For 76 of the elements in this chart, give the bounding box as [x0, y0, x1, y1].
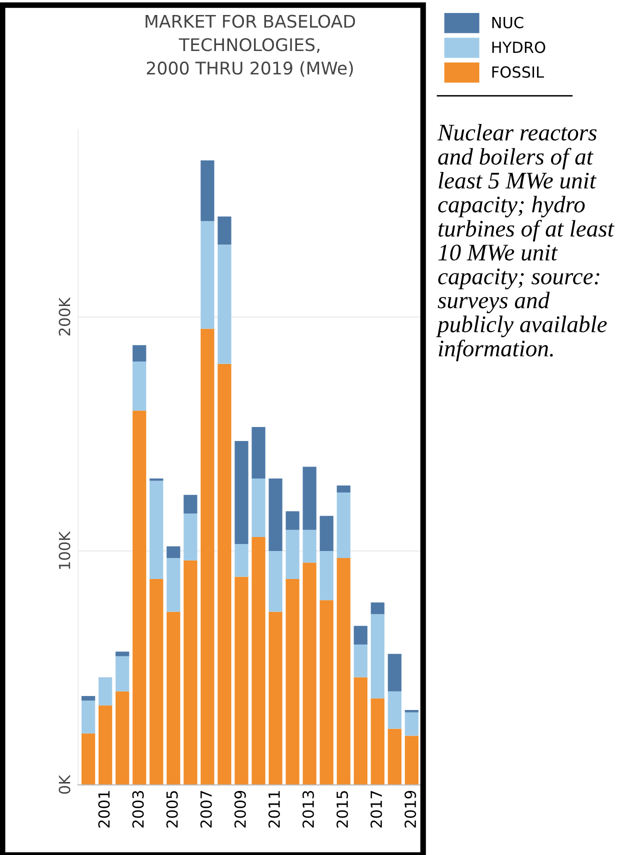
x-tick-label: 2015 [336, 791, 348, 828]
bar [200, 160, 214, 222]
bar [218, 364, 232, 785]
bar [184, 494, 198, 514]
bar [320, 550, 334, 600]
bar [150, 579, 164, 785]
bar [370, 602, 384, 614]
bar [200, 328, 214, 785]
bar [98, 705, 112, 785]
bar [286, 579, 300, 785]
bar [116, 691, 130, 785]
bar [132, 362, 146, 411]
bar [404, 712, 418, 736]
bar [268, 550, 282, 612]
bar [354, 677, 368, 785]
bar [116, 652, 130, 656]
x-tick-label: 2007 [200, 791, 212, 828]
x-tick-label: 2009 [234, 790, 246, 828]
y-tick-label: 0K [58, 774, 70, 794]
bar [132, 410, 146, 785]
bar [286, 511, 300, 530]
bar [218, 244, 232, 364]
bar [234, 441, 248, 544]
text: Nuclear reactors and boilers of at least 5 MWe unit capacity; hydro turbines of at least 10 MWe unit capacity; source: surveys and publicly available information. [436, 124, 614, 362]
bar [388, 654, 402, 692]
bar [200, 221, 214, 329]
bar [388, 691, 402, 729]
bar [404, 736, 418, 785]
x-tick-label: 2017 [370, 791, 382, 828]
bar [82, 733, 96, 785]
bar [336, 485, 350, 493]
bar [354, 626, 368, 645]
legend-label: FOSSIL [492, 66, 544, 78]
bar [166, 546, 180, 558]
bar [166, 612, 180, 785]
bar [320, 600, 334, 785]
bar [370, 698, 384, 785]
bar [184, 560, 198, 785]
bar [252, 427, 266, 478]
bar [302, 530, 316, 563]
bar [252, 536, 266, 785]
bar [184, 514, 198, 560]
x-tick-label: 2003 [132, 790, 144, 828]
bar [336, 492, 350, 558]
bar [166, 558, 180, 612]
bar [150, 478, 164, 481]
bar [82, 700, 96, 734]
x-tick-label: 2011 [268, 791, 280, 828]
bar [302, 562, 316, 785]
bar [218, 216, 232, 245]
chart-title: MARKET FOR BASELOAD TECHNOLOGIES, 2000 THRU 2019 (MWe) [146, 14, 355, 77]
legend-label: NUC [492, 16, 524, 28]
x-tick-label: 2019 [404, 790, 416, 828]
legend-label: HYDRO [492, 42, 546, 54]
bar [234, 576, 248, 785]
bar [354, 644, 368, 678]
bar [320, 516, 334, 551]
bar [336, 558, 350, 785]
bar [268, 478, 282, 551]
x-tick-label: 2013 [302, 790, 314, 828]
bar [302, 466, 316, 530]
bar [252, 478, 266, 537]
bar [286, 530, 300, 580]
x-tick-label: 2001 [98, 791, 110, 828]
bar [370, 614, 384, 698]
bar [132, 345, 146, 362]
bar [268, 612, 282, 785]
x-tick-label: 2005 [166, 791, 178, 828]
bar [388, 728, 402, 785]
bar [150, 480, 164, 580]
y-tick-label: 200K [58, 297, 70, 336]
y-tick-label: 100K [58, 531, 70, 569]
bar [82, 696, 96, 701]
bar [116, 656, 130, 692]
bar [98, 677, 112, 706]
bar [234, 544, 248, 577]
